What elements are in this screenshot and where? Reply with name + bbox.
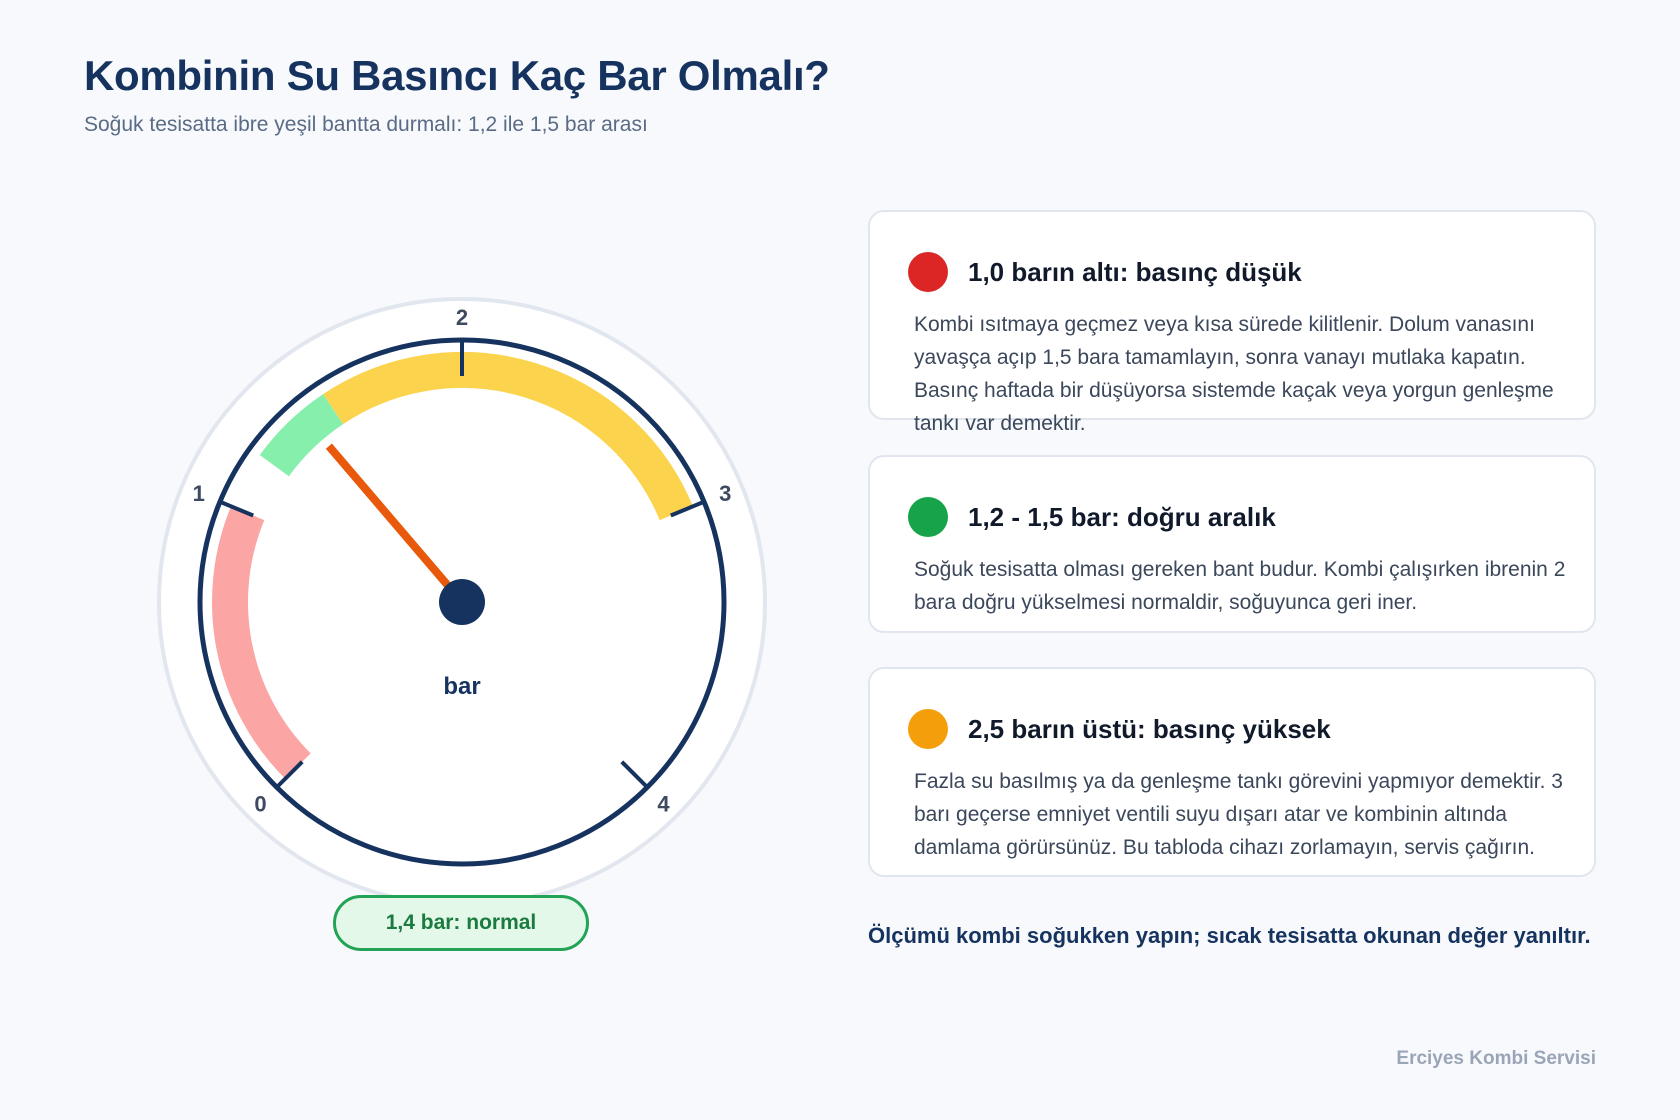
card-body: Kombi ısıtmaya geçmez veya kısa sürede k…	[914, 313, 1554, 435]
status-badge: 1,4 bar: normal	[333, 895, 589, 951]
gauge-needle	[325, 443, 466, 605]
gauge-hub	[439, 579, 485, 625]
card-high-pressure: 2,5 barın üstü: basınç yüksek Fazla su b…	[868, 667, 1596, 877]
pressure-gauge: 0 1 2 3 4 bar	[150, 290, 780, 940]
card-body: Soğuk tesisatta olması gereken bant budu…	[914, 558, 1566, 614]
gauge-tick-label-0: 0	[254, 792, 266, 817]
card-low-pressure: 1,0 barın altı: basınç düşük Kombi ısıtm…	[868, 210, 1596, 435]
gauge-tick-label-3: 3	[719, 481, 731, 506]
gauge-unit-label: bar	[443, 673, 480, 700]
pressure-gauge-svg: 0 1 2 3 4 bar	[157, 297, 767, 907]
green-status-dot-icon	[908, 497, 948, 537]
gauge-tick-4	[620, 760, 649, 789]
gauge-tick-label-4: 4	[657, 792, 670, 817]
gauge-tick-0	[275, 760, 304, 789]
card-title: 1,0 barın altı: basınç düşük	[968, 256, 1302, 287]
gauge-tick-label-1: 1	[193, 481, 205, 506]
gauge-band-0	[212, 506, 311, 779]
card-title: 2,5 barın üstü: basınç yüksek	[968, 713, 1331, 744]
gauge-tick-3	[670, 499, 705, 518]
gauge-tick-label-2: 2	[456, 305, 468, 330]
orange-status-dot-icon	[908, 709, 948, 749]
card-title: 1,2 - 1,5 bar: doğru aralık	[968, 501, 1276, 532]
footer-brand: Erciyes Kombi Servisi	[1396, 1048, 1596, 1069]
page-subtitle: Soğuk tesisatta ibre yeşil bantta durmal…	[84, 113, 648, 136]
measurement-note: Ölçümü kombi soğukken yapın; sıcak tesis…	[868, 923, 1591, 948]
gauge-tick-1	[219, 499, 254, 518]
red-status-dot-icon	[908, 252, 948, 292]
card-body: Fazla su basılmış ya da genleşme tankı g…	[914, 770, 1563, 859]
gauge-band-1	[259, 394, 344, 477]
card-normal-pressure: 1,2 - 1,5 bar: doğru aralık Soğuk tesisa…	[868, 455, 1596, 633]
page-title: Kombinin Su Basıncı Kaç Bar Olmalı?	[84, 52, 830, 99]
gauge-band-2	[323, 352, 693, 521]
